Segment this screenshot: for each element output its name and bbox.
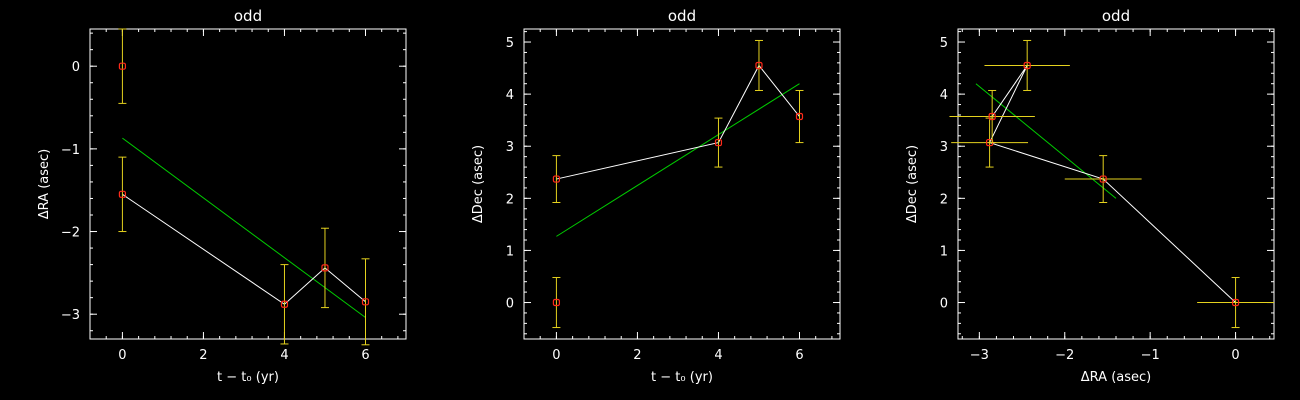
data-point-marker	[755, 61, 763, 70]
y-tick-label: 2	[940, 192, 948, 207]
x-tick-label: 0	[552, 348, 560, 363]
x-axis-label: t − t₀ (yr)	[217, 370, 279, 385]
x-tick-label: 2	[199, 348, 207, 363]
x-tick-label: 6	[361, 348, 369, 363]
x-tick-label: 0	[1231, 348, 1239, 363]
y-axis-label: ΔDec (asec)	[905, 145, 920, 223]
data-point-marker	[795, 112, 804, 121]
x-axis-label: ΔRA (asec)	[1081, 370, 1151, 385]
y-tick-label: −3	[61, 308, 80, 323]
y-tick-label: 2	[506, 192, 514, 207]
y-tick-label: 4	[940, 88, 948, 103]
data-connect-line	[122, 193, 366, 305]
data-connect-line	[556, 64, 800, 180]
y-axis-label: ΔRA (asec)	[37, 149, 52, 219]
panel-3: −3 −2 −1 0 0 1 2 3 4 5 odd ΔRA (asec) ΔDec (asec)	[905, 7, 1275, 385]
data-point-marker	[552, 175, 561, 183]
data-point-marker	[1023, 61, 1031, 70]
y-tick-label: 5	[506, 36, 514, 51]
y-tick-label: 0	[506, 297, 514, 312]
x-axis-label: t − t₀ (yr)	[651, 370, 713, 385]
x-tick-label: 2	[633, 348, 641, 363]
data-connect-line	[988, 65, 1236, 303]
chart-title: odd	[234, 7, 262, 25]
plot-frame	[957, 28, 1275, 340]
data-point-marker	[552, 298, 561, 307]
panel-2: 0 2 4 6 0 1 2 3 4 5 odd t − t₀ (yr) ΔDec (asec)	[471, 7, 841, 385]
panel-1: 0 2 4 6 0 −1 −2 −3 odd t − t₀ (yr) ΔRA (asec)	[37, 7, 407, 385]
data-point-marker	[1231, 298, 1240, 307]
data-point-marker	[321, 264, 329, 272]
x-tick-label: −3	[970, 348, 989, 363]
data-point-marker	[118, 190, 127, 198]
y-tick-label: −1	[61, 143, 80, 158]
plot-frame	[89, 28, 407, 340]
y-tick-label: 1	[940, 244, 948, 259]
y-tick-label: 1	[506, 244, 514, 259]
chart-title: odd	[668, 7, 696, 25]
x-tick-label: 0	[118, 348, 126, 363]
fit-line	[122, 137, 366, 318]
y-tick-label: 0	[940, 297, 948, 312]
x-tick-label: 4	[280, 348, 288, 363]
x-tick-label: −1	[1141, 348, 1160, 363]
y-tick-label: 4	[506, 88, 514, 103]
data-point-marker	[118, 62, 127, 70]
data-point-marker	[280, 300, 289, 308]
fit-line	[975, 83, 1117, 199]
y-tick-label: −2	[61, 226, 80, 241]
x-tick-label: 6	[795, 348, 803, 363]
y-tick-label: 3	[940, 140, 948, 155]
y-axis-label: ΔDec (asec)	[471, 145, 486, 223]
y-tick-label: 5	[940, 36, 948, 51]
chart-title: odd	[1102, 7, 1130, 25]
data-point-marker	[714, 138, 723, 147]
y-tick-label: 3	[506, 140, 514, 155]
plot-frame	[523, 28, 841, 340]
x-tick-label: 4	[714, 348, 722, 363]
fit-line	[556, 83, 800, 237]
data-point-marker	[361, 298, 370, 306]
data-point-marker	[988, 112, 996, 121]
data-point-marker	[1099, 175, 1107, 183]
y-tick-label: 0	[72, 60, 80, 75]
x-tick-label: −2	[1055, 348, 1074, 363]
